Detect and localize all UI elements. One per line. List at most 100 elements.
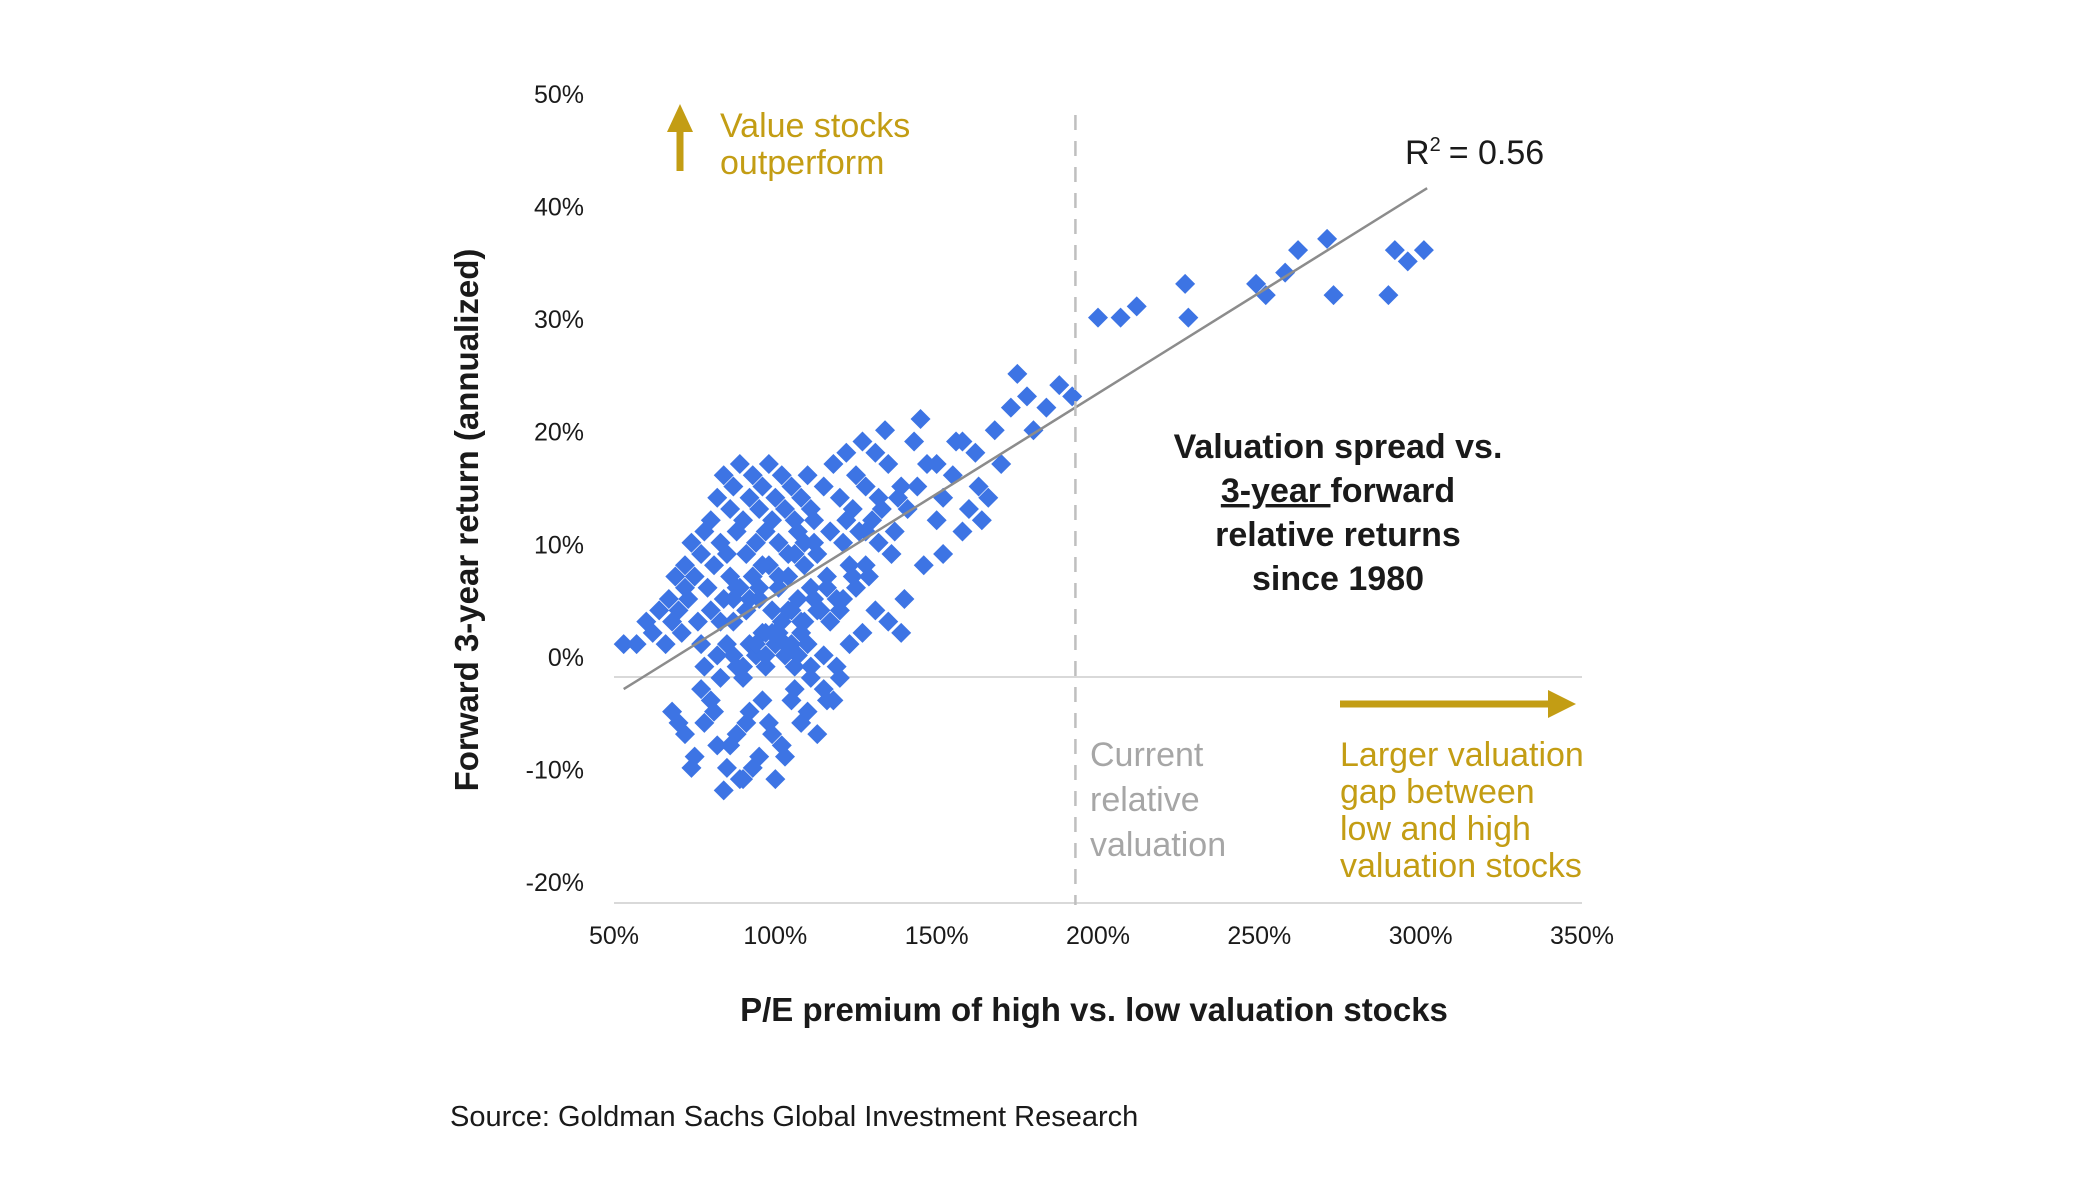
larger-gap-annotation: Larger valuation gap between low and hig… [1340,690,1584,885]
data-point [700,600,721,621]
data-point [907,476,928,497]
current-valuation-line-2: relative [1090,781,1200,819]
data-point [1178,307,1199,328]
data-point [813,645,834,666]
data-point [1397,251,1418,272]
value-outperform-annotation: Value stocks outperform [667,104,910,182]
data-point [926,510,947,531]
data-point [816,566,837,587]
data-point [858,566,879,587]
spread-line-2: 3-year forward [1221,472,1455,510]
valuation-spread-annotation: Valuation spread vs. 3-year forward rela… [1174,428,1503,598]
data-point [852,622,873,643]
r-squared-value: = 0.56 [1449,134,1544,172]
data-point [775,746,796,767]
data-point [739,487,760,508]
data-point [887,487,908,508]
data-point [723,476,744,497]
data-point [865,442,886,463]
data-point [687,611,708,632]
data-point [800,667,821,688]
larger-gap-line-3: low and high [1340,810,1531,848]
data-point [820,611,841,632]
data-point [775,634,796,655]
spread-line-2-underlined: 3-year [1221,472,1331,510]
data-point [716,757,737,778]
data-point [752,476,773,497]
x-tick-label: 350% [1550,922,1614,950]
data-point [762,622,783,643]
data-point [771,465,792,486]
data-point [878,453,899,474]
spread-line-1: Valuation spread vs. [1174,428,1503,466]
data-point [668,712,689,733]
data-point [926,453,947,474]
data-point [1049,375,1070,396]
data-point [768,566,789,587]
data-point [713,465,734,486]
data-point [1062,386,1083,407]
y-tick-labels: 50% 40% 30% 20% 10% 0% -10% -20% [526,81,584,897]
data-point [729,769,750,790]
data-point [1323,285,1344,306]
data-point [1317,228,1338,249]
x-tick-label: 300% [1389,922,1453,950]
x-tick-labels: 50% 100% 150% 200% 250% 300% 350% [589,922,1614,950]
data-point [1378,285,1399,306]
source-note: Source: Goldman Sachs Global Investment … [450,1101,1138,1133]
r-squared-label: R2 = 0.56 [1405,134,1544,172]
data-point [668,600,689,621]
value-outperform-line-1: Value stocks [720,107,910,145]
data-point [684,566,705,587]
data-point [800,656,821,677]
data-point [1413,240,1434,261]
current-valuation-line-1: Current [1090,736,1204,774]
y-tick-label: 10% [534,531,584,559]
data-point [729,453,750,474]
data-point [846,577,866,598]
data-point [968,476,989,497]
data-point [720,735,741,756]
data-point [784,544,805,565]
data-point [813,476,834,497]
trend-line [623,187,1428,691]
data-point [775,499,796,519]
data-point [787,589,808,610]
data-point [1255,285,1276,306]
data-point [913,555,934,576]
data-point [894,589,915,610]
data-point [691,544,712,565]
data-point [871,499,892,519]
data-point [765,769,786,790]
data-point [1126,296,1147,317]
data-point [649,600,670,621]
data-point [681,757,702,778]
value-outperform-line-2: outperform [720,144,884,182]
data-point [933,544,954,565]
x-tick-label: 250% [1227,922,1291,950]
y-tick-label: 50% [534,81,584,109]
data-point [891,622,912,643]
data-point [787,645,808,666]
data-point [826,656,847,677]
data-point [642,622,663,643]
data-point [723,645,744,666]
x-tick-label: 50% [589,922,639,950]
data-point [904,431,925,452]
data-point [691,679,712,700]
larger-gap-line-2: gap between [1340,773,1535,811]
data-point [749,577,770,598]
data-point [742,465,763,486]
data-point [720,499,741,519]
r-squared-superscript: 2 [1430,134,1441,156]
data-point [742,757,763,778]
data-point [804,510,825,531]
spread-line-2-rest: forward [1330,472,1455,510]
data-point [971,510,992,531]
data-point [1023,420,1044,441]
data-point [671,622,692,643]
data-point [765,487,786,508]
data-point [829,487,850,508]
right-arrow-icon [1548,690,1576,718]
data-point [958,499,979,519]
